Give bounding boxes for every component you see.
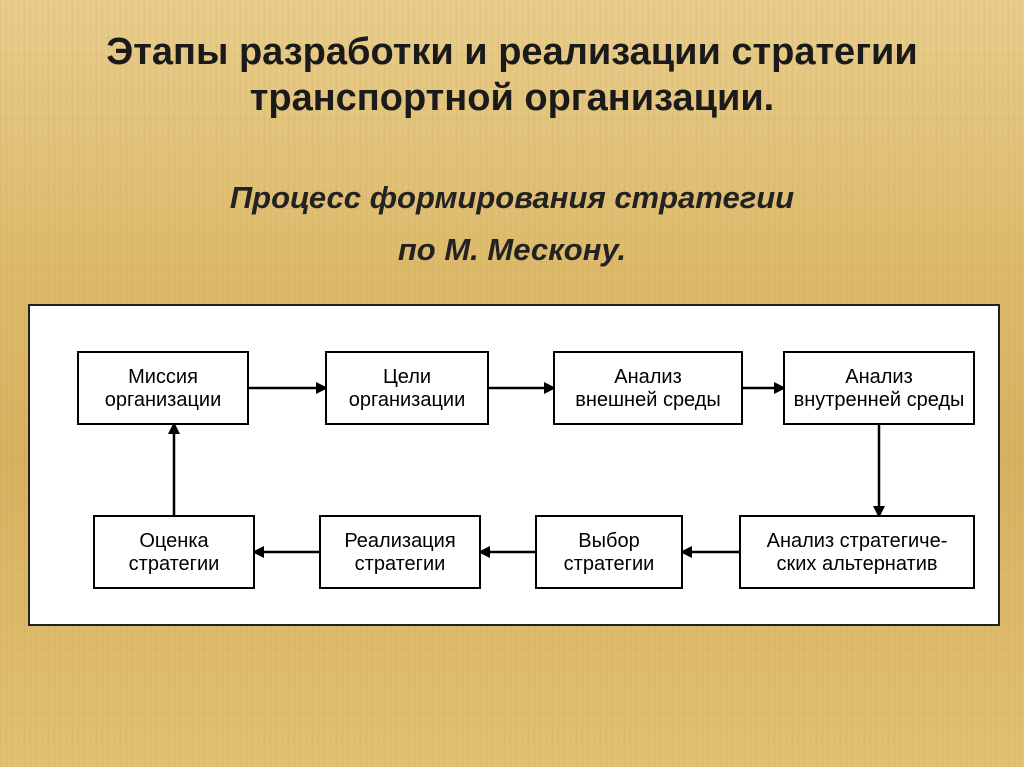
- flow-node-label: Цели: [383, 366, 431, 388]
- flow-node-label: внутренней среды: [794, 389, 965, 411]
- flow-node-n5: Анализ стратегиче-ских альтернатив: [740, 516, 974, 588]
- flow-node-label: Анализ: [614, 366, 682, 388]
- slide: Этапы разработки и реализации стратегии …: [0, 0, 1024, 767]
- flow-node-label: Миссия: [128, 366, 198, 388]
- flow-node-label: Реализация: [344, 530, 455, 552]
- flow-node-label: Анализ: [845, 366, 913, 388]
- flow-node-label: стратегии: [355, 553, 446, 575]
- flow-node-n8: Оценкастратегии: [94, 516, 254, 588]
- flow-node-n7: Реализациястратегии: [320, 516, 480, 588]
- flow-node-n2: Целиорганизации: [326, 352, 488, 424]
- flow-node-n6: Выборстратегии: [536, 516, 682, 588]
- flow-node-n4: Анализвнутренней среды: [784, 352, 974, 424]
- flowchart-frame: МиссияорганизацииЦелиорганизацииАнализвн…: [28, 304, 1000, 626]
- flow-node-label: Оценка: [139, 530, 209, 552]
- flow-node-label: Выбор: [578, 530, 639, 552]
- slide-title: Этапы разработки и реализации стратегии …: [0, 30, 1024, 121]
- flowchart: МиссияорганизацииЦелиорганизацииАнализвн…: [30, 306, 998, 624]
- flow-node-label: организации: [349, 389, 466, 411]
- flow-node-n1: Миссияорганизации: [78, 352, 248, 424]
- slide-author-line: по М. Мескону.: [0, 232, 1024, 268]
- flow-node-label: Анализ стратегиче-: [767, 530, 948, 552]
- flow-node-label: внешней среды: [575, 389, 721, 411]
- flow-node-label: стратегии: [564, 553, 655, 575]
- flow-node-label: стратегии: [129, 553, 220, 575]
- flow-node-label: ских альтернатив: [777, 553, 938, 575]
- flow-node-n3: Анализвнешней среды: [554, 352, 742, 424]
- flow-node-label: организации: [105, 389, 222, 411]
- slide-subtitle: Процесс формирования стратегии: [0, 180, 1024, 216]
